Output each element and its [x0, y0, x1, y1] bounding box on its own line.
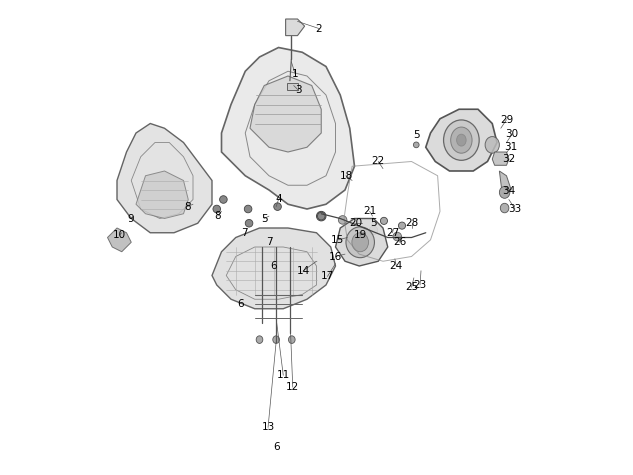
Ellipse shape [380, 218, 387, 225]
Text: 10: 10 [113, 230, 126, 240]
Polygon shape [222, 48, 354, 209]
Text: 4: 4 [275, 194, 282, 205]
Text: 30: 30 [506, 129, 519, 139]
Ellipse shape [273, 336, 279, 343]
Ellipse shape [220, 196, 227, 203]
Text: 21: 21 [363, 206, 377, 217]
Ellipse shape [413, 142, 419, 148]
Text: 6: 6 [273, 441, 279, 452]
Text: 23: 23 [413, 280, 427, 290]
Ellipse shape [393, 232, 401, 241]
Polygon shape [108, 228, 131, 252]
Text: 7: 7 [241, 228, 248, 238]
Polygon shape [335, 218, 388, 266]
Text: 16: 16 [329, 251, 342, 262]
Text: 3: 3 [295, 85, 302, 95]
Polygon shape [250, 76, 322, 152]
Text: 19: 19 [354, 230, 367, 240]
Text: 15: 15 [331, 235, 344, 245]
Polygon shape [287, 83, 298, 90]
Ellipse shape [339, 216, 347, 224]
Text: 2: 2 [316, 23, 322, 34]
Polygon shape [117, 124, 212, 233]
Text: 17: 17 [321, 271, 334, 282]
Text: 22: 22 [372, 156, 385, 167]
Text: 5: 5 [261, 213, 268, 224]
Text: 7: 7 [266, 237, 272, 247]
Text: 6: 6 [270, 261, 277, 271]
Polygon shape [499, 171, 511, 190]
Text: 18: 18 [339, 171, 353, 181]
Text: 9: 9 [127, 213, 134, 224]
Ellipse shape [485, 137, 499, 153]
Ellipse shape [369, 226, 378, 235]
Text: 5: 5 [370, 218, 377, 228]
Ellipse shape [346, 227, 375, 257]
Ellipse shape [316, 211, 326, 221]
Text: 8: 8 [184, 201, 191, 212]
Text: 28: 28 [405, 218, 418, 228]
Text: 5: 5 [413, 130, 420, 141]
Ellipse shape [273, 203, 281, 210]
Ellipse shape [500, 203, 509, 213]
Text: 33: 33 [508, 204, 522, 214]
Ellipse shape [398, 222, 406, 229]
Text: 27: 27 [386, 228, 399, 238]
Text: 31: 31 [504, 142, 517, 152]
Polygon shape [492, 152, 509, 165]
Text: 25: 25 [405, 282, 418, 293]
Text: 14: 14 [297, 266, 310, 276]
Polygon shape [426, 109, 497, 171]
Text: 20: 20 [349, 218, 362, 228]
Ellipse shape [352, 233, 368, 252]
Polygon shape [136, 171, 188, 218]
Text: 12: 12 [286, 382, 299, 392]
Text: 6: 6 [237, 299, 244, 309]
Ellipse shape [444, 120, 479, 161]
Ellipse shape [289, 336, 295, 343]
Text: 29: 29 [500, 114, 513, 125]
Ellipse shape [256, 336, 263, 343]
Text: 8: 8 [215, 211, 221, 221]
Text: 13: 13 [261, 422, 275, 433]
Ellipse shape [499, 186, 510, 199]
Ellipse shape [213, 205, 220, 213]
Ellipse shape [451, 127, 472, 153]
Polygon shape [212, 228, 335, 309]
Polygon shape [285, 19, 304, 36]
Ellipse shape [244, 205, 252, 213]
Text: 1: 1 [292, 68, 298, 79]
Text: 34: 34 [502, 186, 515, 196]
Ellipse shape [245, 219, 253, 227]
Ellipse shape [456, 134, 466, 146]
Ellipse shape [318, 212, 325, 220]
Text: 11: 11 [277, 370, 290, 380]
Text: 26: 26 [393, 237, 406, 247]
Text: 24: 24 [390, 261, 403, 271]
Text: 32: 32 [502, 154, 515, 164]
